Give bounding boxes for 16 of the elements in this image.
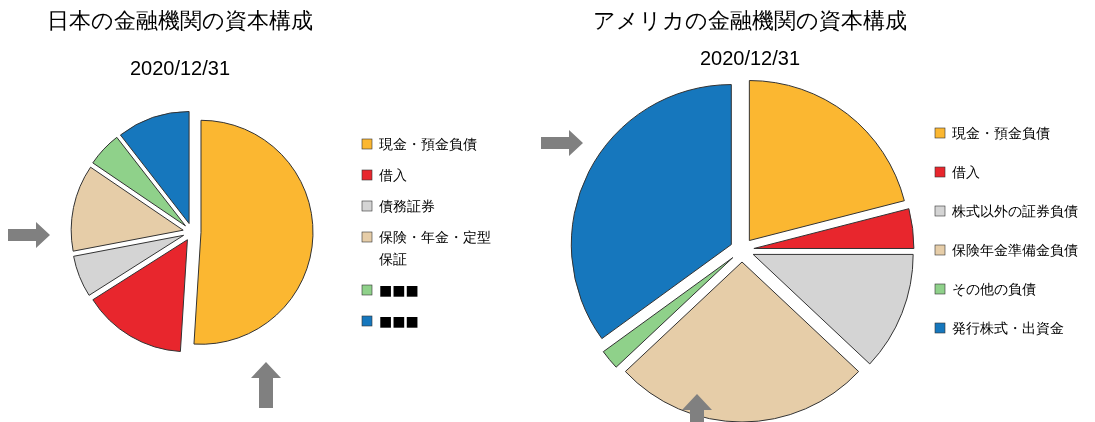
legend-label: 現金・預金負債 <box>379 136 477 152</box>
legend-label: その他の負債 <box>952 281 1036 297</box>
legend-label: 株式以外の証券負債 <box>951 203 1078 219</box>
chart-subtitle: 2020/12/31 <box>129 57 231 79</box>
chart-title: アメリカの金融機関の資本構成 <box>593 8 907 33</box>
chart-title: 日本の金融機関の資本構成 <box>47 8 313 33</box>
chart-subtitle: 2020/12/31 <box>699 47 801 69</box>
legend-label: ■■■ <box>379 282 419 298</box>
legend-label: 保険年金準備金負債 <box>952 242 1078 258</box>
legend-label: 借入 <box>379 167 407 183</box>
legend-label: 債務証券 <box>379 198 435 214</box>
legend-label: 発行株式・出資金 <box>952 320 1064 336</box>
legend-label: ■■■ <box>379 313 419 329</box>
legend-label: 保険・年金・定型保証 <box>379 229 491 267</box>
legend-label: 現金・預金負債 <box>952 125 1050 141</box>
legend-label: 借入 <box>952 164 980 180</box>
